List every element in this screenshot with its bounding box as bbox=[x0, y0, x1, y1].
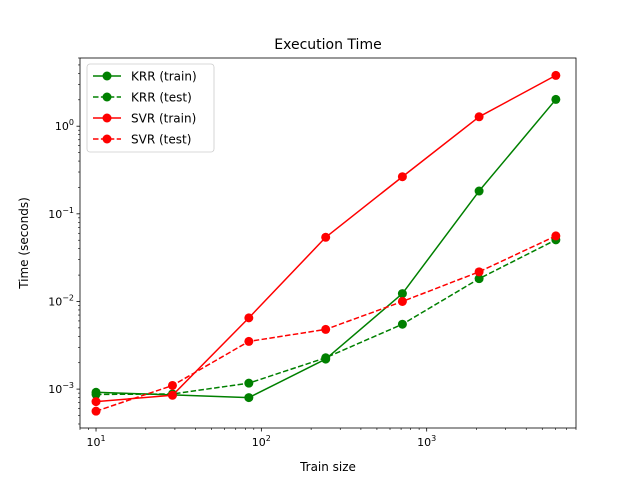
legend-item: SVR (train) bbox=[93, 112, 196, 126]
x-tick-label-base: 10 bbox=[252, 436, 266, 449]
legend-label: KRR (train) bbox=[131, 70, 197, 84]
data-point bbox=[244, 313, 254, 323]
data-point bbox=[244, 378, 254, 388]
data-point bbox=[91, 397, 101, 407]
y-tick-label: 10−1 bbox=[48, 206, 74, 221]
y-tick-label-base: 10 bbox=[55, 120, 69, 133]
y-tick-label-base: 10 bbox=[48, 383, 62, 396]
legend-label: KRR (test) bbox=[131, 91, 192, 105]
legend-item: KRR (test) bbox=[93, 91, 192, 105]
x-tick-label-base: 10 bbox=[417, 436, 431, 449]
series-3 bbox=[91, 231, 561, 416]
data-point bbox=[551, 231, 561, 241]
legend: KRR (train) KRR (test) SVR (train) SVR (tes… bbox=[86, 63, 215, 153]
x-tick-label: 102 bbox=[252, 434, 271, 449]
x-tick-label-base: 10 bbox=[86, 436, 100, 449]
data-point bbox=[167, 380, 177, 390]
legend-label: SVR (test) bbox=[131, 133, 191, 147]
data-point bbox=[244, 393, 254, 403]
y-tick-label-base: 10 bbox=[48, 295, 62, 308]
data-point bbox=[397, 296, 407, 306]
legend-item: SVR (test) bbox=[93, 133, 191, 147]
x-tick-label: 103 bbox=[417, 434, 436, 449]
y-tick-label: 10−2 bbox=[48, 293, 74, 308]
data-point bbox=[397, 289, 407, 299]
x-axis-label: Train size bbox=[299, 460, 356, 474]
legend-marker bbox=[102, 134, 112, 144]
series-layer bbox=[91, 70, 561, 416]
series-2 bbox=[91, 70, 561, 407]
data-point bbox=[474, 112, 484, 122]
data-point bbox=[474, 186, 484, 196]
data-point bbox=[397, 172, 407, 182]
y-tick-label-exp: −2 bbox=[62, 293, 74, 302]
legend-label: SVR (train) bbox=[131, 112, 196, 126]
legend-items: KRR (train) KRR (test) SVR (train) SVR (tes… bbox=[93, 70, 197, 147]
data-point bbox=[474, 267, 484, 277]
y-tick-label: 10−3 bbox=[48, 381, 74, 396]
y-tick-label-exp: 0 bbox=[69, 118, 74, 127]
data-point bbox=[474, 274, 484, 284]
x-tick-label-exp: 3 bbox=[431, 434, 436, 443]
data-point bbox=[321, 353, 331, 363]
legend-marker bbox=[102, 113, 112, 123]
axes-frame bbox=[79, 57, 577, 429]
data-point bbox=[91, 406, 101, 416]
x-tick-label-exp: 1 bbox=[100, 434, 105, 443]
legend-marker bbox=[102, 71, 112, 81]
y-tick-label-exp: −3 bbox=[62, 381, 74, 390]
legend-marker bbox=[102, 92, 112, 102]
data-point bbox=[321, 324, 331, 334]
data-point bbox=[551, 94, 561, 104]
data-point bbox=[167, 390, 177, 400]
y-tick-label-base: 10 bbox=[48, 208, 62, 221]
y-tick-label: 100 bbox=[55, 118, 74, 133]
y-tick-label-exp: −1 bbox=[62, 206, 74, 215]
data-point bbox=[397, 319, 407, 329]
data-point bbox=[551, 70, 561, 80]
data-point bbox=[321, 232, 331, 242]
y-axis-label: Time (seconds) bbox=[17, 197, 31, 290]
x-axis: 101 102 103 bbox=[79, 428, 577, 449]
x-tick-label: 101 bbox=[86, 434, 105, 449]
legend-frame bbox=[86, 63, 215, 153]
chart-title: Execution Time bbox=[274, 37, 381, 53]
data-point bbox=[244, 336, 254, 346]
x-tick-label-exp: 2 bbox=[266, 434, 271, 443]
legend-item: KRR (train) bbox=[93, 70, 197, 84]
data-point bbox=[91, 389, 101, 399]
